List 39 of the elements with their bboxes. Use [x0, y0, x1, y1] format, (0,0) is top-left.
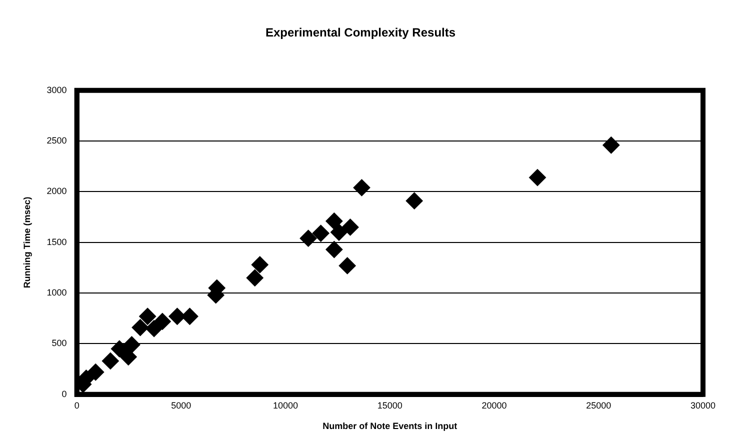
point — [300, 230, 317, 247]
point — [102, 352, 119, 370]
y-axis-title: Running Time (msec) — [22, 196, 32, 288]
point — [326, 212, 343, 230]
point — [312, 224, 330, 242]
y-tick-label: 3000 — [46, 84, 67, 95]
point — [353, 179, 370, 196]
point — [342, 218, 359, 236]
chart-title: Experimental Complexity Results — [265, 26, 456, 40]
point — [602, 136, 620, 154]
point — [120, 348, 137, 366]
y-tick-label: 0 — [62, 388, 67, 399]
y-tick-label: 2500 — [46, 136, 67, 146]
x-tick-label: 20000 — [482, 400, 507, 410]
point — [139, 308, 156, 325]
y-tick-label: 2000 — [46, 186, 67, 196]
point — [330, 224, 348, 241]
x-tick-label: 0 — [74, 400, 80, 410]
point — [132, 319, 149, 336]
point — [154, 312, 171, 330]
y-tick-label: 500 — [52, 338, 67, 348]
point — [110, 340, 128, 358]
point — [87, 364, 104, 381]
point — [123, 336, 140, 354]
point — [326, 240, 343, 258]
point — [528, 169, 546, 186]
point — [406, 192, 423, 210]
point — [338, 257, 356, 274]
x-tick-label: 25000 — [586, 400, 612, 410]
point — [146, 320, 163, 338]
y-tick-label: 1000 — [46, 288, 67, 298]
point — [246, 269, 264, 286]
x-tick-label: 10000 — [273, 400, 298, 410]
y-tick-label: 1500 — [46, 236, 67, 247]
point — [251, 256, 268, 274]
x-tick-label: 15000 — [377, 400, 402, 410]
x-tick-label: 30000 — [690, 400, 716, 410]
x-tick-label: 5000 — [171, 400, 192, 410]
x-axis-title: Number of Note Events in Input — [322, 421, 458, 432]
